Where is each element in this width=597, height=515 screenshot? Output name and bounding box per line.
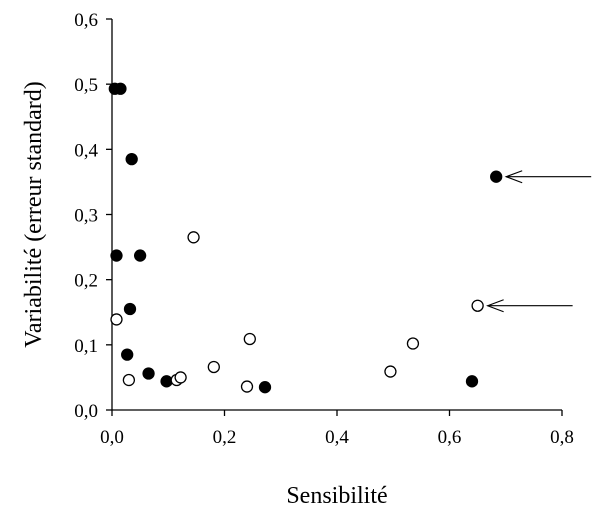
y-tick-label: 0,1 [74,336,98,357]
filled-point [142,367,155,380]
open-point [187,231,200,244]
arrow-head [504,170,523,184]
y-tick-label: 0,2 [74,271,98,292]
open-point [174,371,187,384]
x-tick-label: 0,6 [438,427,462,448]
filled-point [125,152,138,166]
filled-point [123,302,137,316]
filled-point [114,82,127,95]
open-point [406,337,420,350]
x-tick-label: 0,4 [325,427,349,448]
filled-point [133,249,147,262]
filled-point [110,249,123,262]
y-tick-label: 0,5 [74,75,98,96]
y-tick-label: 0,4 [74,140,98,161]
x-tick-label: 0,2 [213,427,237,448]
data-points [108,82,503,394]
x-tick-label: 0,8 [550,427,574,448]
filled-point [258,381,272,394]
open-point [240,380,254,393]
open-point [384,365,397,378]
open-point [110,313,123,326]
y-tick-label: 0,6 [74,10,98,31]
y-axis-title: Variabilité (erreur standard) [21,81,47,348]
y-tick-label: 0,3 [74,206,98,227]
open-point [122,373,136,387]
filled-point [160,375,173,388]
x-tick-label: 0,0 [100,427,124,448]
annotations [486,170,592,313]
filled-point [121,348,134,361]
y-tick-label: 0,0 [74,401,98,422]
axes [111,19,562,411]
arrow-head [486,299,504,313]
open-point [471,299,484,312]
ticks: 0,0 0,2 0,4 0,6 0,8 0,0 0,1 0,2 0,3 0,4 0,5 0,6 [74,10,574,448]
open-point [243,332,256,346]
filled-point [465,375,479,388]
x-axis-title: Sensibilité [286,483,387,509]
filled-point [490,170,503,183]
open-point [207,360,220,374]
